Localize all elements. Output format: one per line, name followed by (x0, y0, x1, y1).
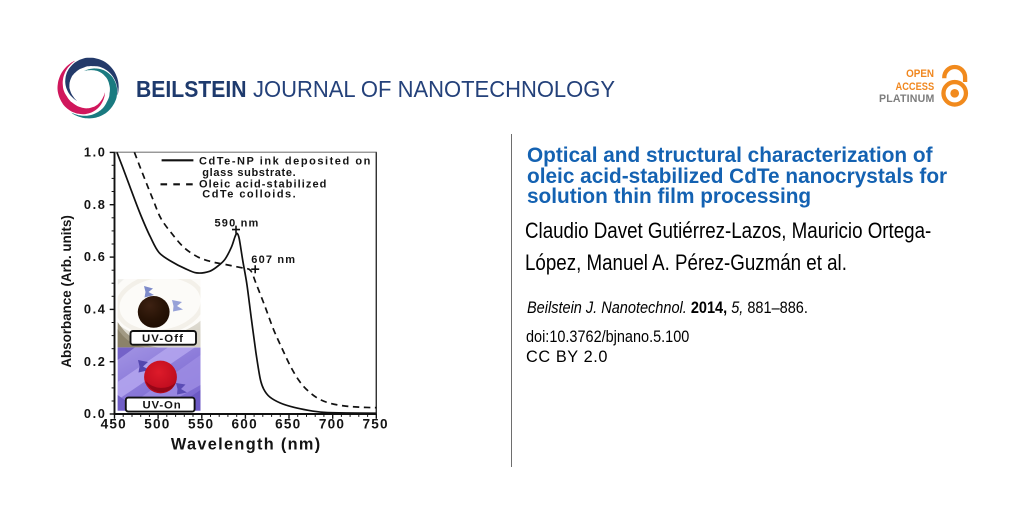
svg-text:700: 700 (319, 417, 345, 432)
svg-text:UV-On: UV-On (142, 399, 181, 411)
svg-text:0.6: 0.6 (84, 249, 107, 264)
svg-text:450: 450 (101, 417, 127, 432)
svg-text:0.2: 0.2 (84, 354, 107, 369)
svg-text:CdTe-NP ink deposited on: CdTe-NP ink deposited on (199, 156, 372, 168)
svg-text:1.0: 1.0 (84, 145, 107, 160)
svg-text:Oleic acid-stabilized: Oleic acid-stabilized (199, 179, 327, 191)
svg-text:UV-Off: UV-Off (142, 333, 184, 345)
svg-text:Absorbance (Arb. units): Absorbance (Arb. units) (59, 215, 74, 368)
svg-text:500: 500 (144, 417, 170, 432)
svg-text:607 nm: 607 nm (251, 254, 296, 266)
svg-text:Wavelength (nm): Wavelength (nm) (171, 436, 322, 454)
svg-text:550: 550 (188, 417, 214, 432)
svg-text:750: 750 (362, 417, 388, 432)
svg-text:CdTe colloids.: CdTe colloids. (202, 188, 297, 200)
svg-text:650: 650 (275, 417, 301, 432)
svg-text:600: 600 (232, 417, 258, 432)
svg-text:0.4: 0.4 (84, 302, 107, 317)
svg-text:0.8: 0.8 (84, 197, 107, 212)
svg-text:0.0: 0.0 (84, 406, 107, 421)
svg-text:glass substrate.: glass substrate. (202, 167, 296, 179)
svg-text:590 nm: 590 nm (215, 218, 260, 230)
